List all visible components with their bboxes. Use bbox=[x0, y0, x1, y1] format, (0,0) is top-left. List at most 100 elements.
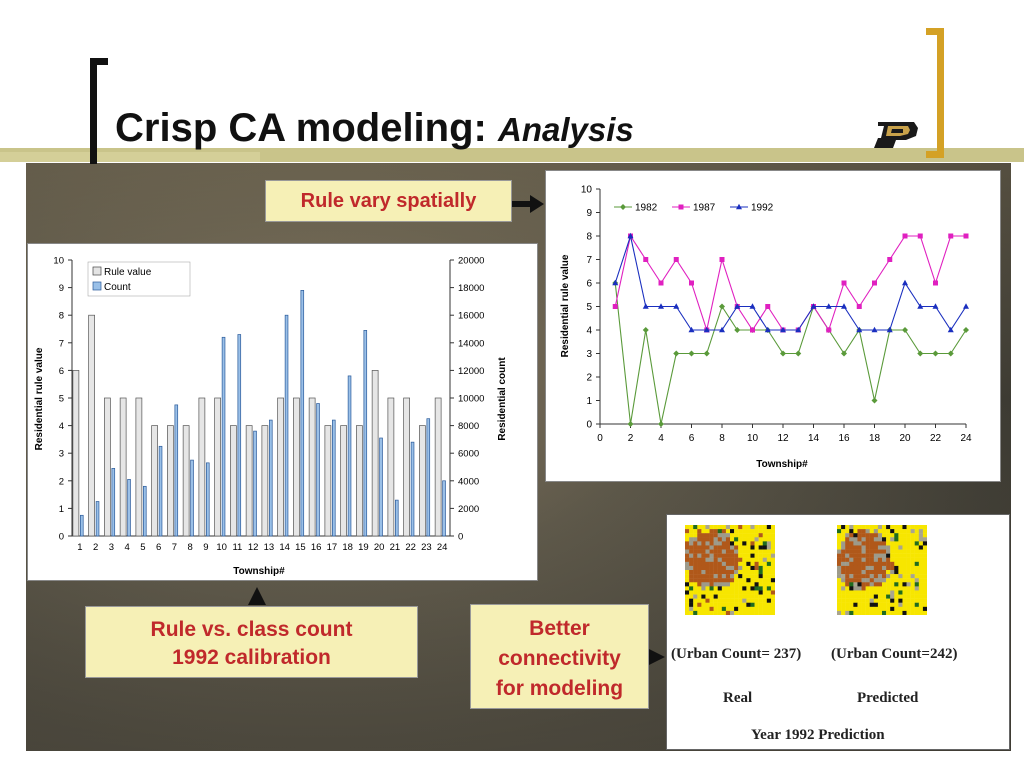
map-cell bbox=[721, 557, 727, 563]
map-cell bbox=[746, 537, 751, 542]
map-cell bbox=[890, 590, 895, 595]
line-point-1987 bbox=[765, 304, 771, 309]
real-count-label: (Urban Count= 237) bbox=[671, 646, 802, 662]
map-cell bbox=[754, 590, 759, 595]
title-main: Crisp CA modeling: bbox=[115, 106, 487, 150]
map-cell bbox=[750, 561, 755, 567]
map-cell bbox=[877, 602, 883, 608]
map-cell bbox=[918, 578, 924, 583]
map-cell bbox=[869, 557, 875, 563]
map-cell bbox=[693, 598, 698, 603]
map-cell bbox=[914, 537, 920, 542]
real-map bbox=[685, 525, 775, 615]
map-cell bbox=[869, 574, 875, 579]
map-cell bbox=[738, 602, 743, 608]
map-cell bbox=[902, 578, 907, 583]
map-cell bbox=[693, 557, 698, 563]
bar-xtick-label: 7 bbox=[172, 542, 177, 553]
map-cell bbox=[713, 545, 718, 550]
map-cell bbox=[750, 578, 755, 583]
map-cell bbox=[725, 570, 731, 575]
map-cell bbox=[882, 561, 887, 567]
map-cell bbox=[861, 565, 866, 571]
map-cell bbox=[873, 594, 879, 599]
map-cell bbox=[914, 541, 920, 546]
line-point-1992 bbox=[612, 279, 619, 286]
map-cell bbox=[918, 598, 924, 603]
map-cell bbox=[886, 606, 891, 612]
map-cell bbox=[754, 586, 759, 591]
map-cell bbox=[861, 594, 866, 599]
map-cell bbox=[717, 574, 723, 579]
map-cell bbox=[685, 545, 690, 550]
line-point-1987 bbox=[856, 304, 862, 309]
bar-xtick-label: 22 bbox=[405, 542, 416, 553]
map-cell bbox=[725, 529, 731, 534]
map-cell bbox=[845, 545, 850, 550]
bar-count bbox=[269, 419, 273, 537]
map-cell bbox=[697, 525, 702, 530]
map-cell bbox=[697, 594, 702, 599]
map-cell bbox=[750, 553, 755, 558]
map-cell bbox=[910, 610, 915, 615]
map-cell bbox=[882, 549, 887, 554]
line-point-1992 bbox=[703, 326, 710, 333]
map-cell bbox=[685, 549, 690, 554]
map-cell bbox=[853, 578, 858, 583]
line-point-1987 bbox=[963, 233, 969, 239]
map-cell bbox=[750, 594, 755, 599]
map-cell bbox=[717, 565, 723, 571]
map-cell bbox=[853, 561, 858, 567]
bar-xtick-label: 12 bbox=[248, 542, 259, 553]
map-cell bbox=[742, 549, 747, 554]
map-cell bbox=[709, 541, 714, 546]
map-cell bbox=[685, 582, 690, 587]
map-cell bbox=[730, 574, 735, 579]
bar-rule-value bbox=[245, 425, 253, 537]
map-cell bbox=[849, 602, 854, 608]
map-cell bbox=[693, 610, 698, 615]
map-cell bbox=[766, 610, 772, 615]
map-cell bbox=[717, 541, 723, 546]
bar-rule-value bbox=[261, 425, 269, 537]
map-cell bbox=[853, 594, 858, 599]
line-xlabel: Township# bbox=[756, 459, 808, 470]
map-cell bbox=[865, 561, 870, 567]
map-cell bbox=[766, 590, 772, 595]
bar-y2tick-label: 2000 bbox=[458, 504, 479, 515]
map-cell bbox=[689, 545, 694, 550]
map-cell bbox=[910, 533, 915, 538]
map-cell bbox=[873, 549, 879, 554]
map-cell bbox=[910, 557, 915, 563]
line-point-1987 bbox=[719, 257, 725, 262]
line-series-1982 bbox=[614, 282, 967, 425]
bar-y2tick-label: 8000 bbox=[458, 421, 479, 432]
map-cell bbox=[709, 565, 714, 571]
slide-title: Crisp CA modeling: Analysis bbox=[115, 106, 634, 151]
map-cell bbox=[890, 606, 895, 612]
map-cell bbox=[750, 529, 755, 534]
map-cell bbox=[762, 602, 768, 608]
line-point-1992 bbox=[627, 232, 634, 239]
map-cell bbox=[857, 610, 862, 615]
map-cell bbox=[922, 545, 927, 550]
bar-ytick-label: 3 bbox=[59, 449, 64, 460]
bar-y2tick-label: 4000 bbox=[458, 476, 479, 487]
map-cell bbox=[758, 602, 763, 608]
map-cell bbox=[914, 565, 920, 571]
map-cell bbox=[709, 582, 714, 587]
map-cell bbox=[730, 529, 735, 534]
map-cell bbox=[857, 557, 862, 563]
map-cell bbox=[918, 529, 924, 534]
map-cell bbox=[754, 549, 759, 554]
line-xtick-label: 6 bbox=[689, 433, 695, 444]
map-cell bbox=[730, 606, 735, 612]
line-xtick-label: 20 bbox=[899, 433, 911, 444]
map-cell bbox=[906, 545, 911, 550]
title-underline-accent bbox=[0, 152, 260, 162]
map-cell bbox=[902, 570, 907, 575]
map-cell bbox=[705, 553, 710, 558]
map-cell bbox=[697, 529, 702, 534]
map-cell bbox=[734, 557, 739, 563]
map-cell bbox=[750, 541, 755, 546]
